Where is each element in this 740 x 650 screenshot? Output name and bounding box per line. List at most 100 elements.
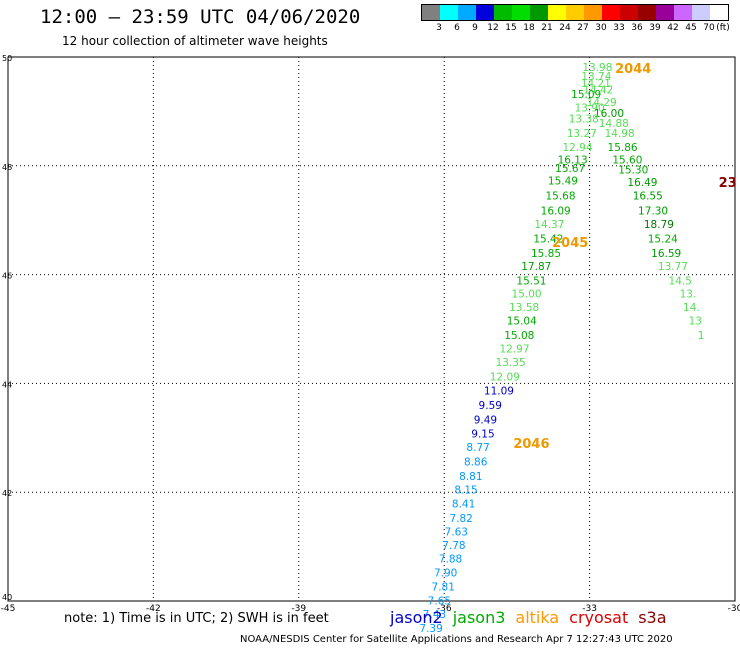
wave-height-value: 15.04 [507,315,537,327]
wave-height-value: 7.65 [428,595,451,607]
wave-height-value: 12.94 [562,142,592,154]
wave-height-value: 13. [680,289,697,301]
lon-tick-label: -42 [146,604,161,614]
wave-height-value: 13.90 [575,103,605,115]
wave-height-value: 12.97 [499,344,529,356]
wave-height-value: 17.87 [521,261,551,273]
mission-name: jason2 [390,608,443,627]
pass-number-label: 2045 [552,236,588,251]
mission-name: cryosat [569,608,629,627]
wave-height-value: 9.15 [471,428,494,440]
wave-height-value: 15.60 [612,154,642,166]
wave-height-value: 16.09 [541,205,571,217]
wave-height-value: 7.78 [442,540,465,552]
wave-height-value: 1 [698,330,705,342]
legend-swatch [620,5,638,20]
wave-height-value: 7.90 [434,568,457,580]
wave-height-value: 8.77 [466,442,489,454]
lat-tick-label: 46 [2,272,12,281]
legend-label: 70 [703,23,715,33]
mission-legend: jason2 jason3 altika cryosat s3a [390,608,677,627]
wave-height-value: 7.43 [423,609,446,621]
pass-number-label: 2044 [615,62,651,77]
observation-labels: 13.9813.7414.2114.4215.0914.2913.9016.00… [419,62,704,635]
wave-height-value: 13.35 [496,357,526,369]
lat-tick-label: 42 [2,489,12,498]
map-frame [7,56,736,602]
wave-height-value: 15.09 [571,89,601,101]
wave-height-value: 13.74 [581,71,611,83]
wave-height-value: 13.77 [658,261,688,273]
mission-name: s3a [638,608,667,627]
legend-label: 6 [454,23,460,33]
lon-tick-label: -33 [582,604,597,614]
legend-label: (ft) [716,23,730,33]
lat-tick-label: 50 [2,54,12,63]
wave-height-value: 7.81 [432,581,455,593]
wave-height-value: 14.37 [534,219,564,231]
wave-height-value: 13.98 [582,62,612,74]
wave-height-value: 14.21 [581,78,611,90]
wave-height-value: 14.5 [669,276,692,288]
wave-height-value: 14.29 [587,97,617,109]
mission-name: jason3 [452,608,506,627]
wave-height-value: 13 [689,315,702,327]
legend-swatch [512,5,530,20]
legend-swatch [638,5,656,20]
lon-tick-label: -39 [291,604,306,614]
legend-swatch [530,5,548,20]
map-grid [7,56,736,602]
wave-height-value: 16.59 [651,248,681,260]
legend-swatch [602,5,620,20]
wave-height-value: 18.79 [644,219,674,231]
wave-height-value: 15.86 [608,142,638,154]
wave-height-value: 15.24 [648,234,678,246]
wave-height-value: 15.85 [531,248,561,260]
wave-height-value: 15.68 [545,191,575,203]
wave-height-value: 11.09 [484,385,514,397]
lat-tick-label: 44 [2,380,12,389]
legend-color-bar [421,4,729,21]
legend-label: 36 [631,23,643,33]
legend-swatch [422,5,440,20]
pass-number-label: 2046 [513,437,549,452]
wave-height-value: 7.39 [419,623,442,635]
wave-height-value: 16.49 [627,177,657,189]
wave-height-value: 14.98 [605,128,635,140]
lat-tick-label: 48 [2,163,12,172]
wave-height-legend: 3 6 9 12 15 18 21 24 27 30 33 36 39 42 45 70 (ft) [421,4,730,35]
legend-label: 9 [472,23,478,33]
legend-swatch [476,5,494,20]
wave-height-value: 7.63 [445,526,468,538]
wave-height-value: 7.82 [449,513,472,525]
legend-labels: 3 6 9 12 15 18 21 24 27 30 33 36 39 42 45 70 (ft) [421,21,730,35]
legend-label: 24 [559,23,571,33]
wave-height-value: 16.13 [558,154,588,166]
wave-height-value: 16.00 [594,108,624,120]
legend-swatch [584,5,602,20]
wave-height-value: 15.42 [533,234,563,246]
legend-label: 42 [667,23,679,33]
wave-height-value: 14.88 [599,118,629,130]
legend-label: 27 [577,23,589,33]
wave-height-value: 8.41 [452,499,475,511]
lon-tick-label: -30 [728,604,740,614]
credit-line: NOAA/NESDIS Center for Satellite Applica… [240,634,673,645]
page-subtitle: 12 hour collection of altimeter wave hei… [62,34,328,48]
legend-swatch [710,5,728,20]
wave-height-value: 15.30 [618,165,648,177]
wave-height-value: 17.30 [638,205,668,217]
legend-swatch [458,5,476,20]
legend-swatch [692,5,710,20]
wave-height-value: 8.15 [454,484,477,496]
legend-label: 39 [649,23,661,33]
wave-height-value: 15.49 [548,175,578,187]
lon-tick-label: -45 [1,604,16,614]
wave-height-value: 9.49 [474,414,497,426]
pass-number-label: 23 [719,176,737,191]
legend-swatch [656,5,674,20]
wave-height-value: 13.38 [569,113,599,125]
legend-swatch [440,5,458,20]
legend-swatch [566,5,584,20]
